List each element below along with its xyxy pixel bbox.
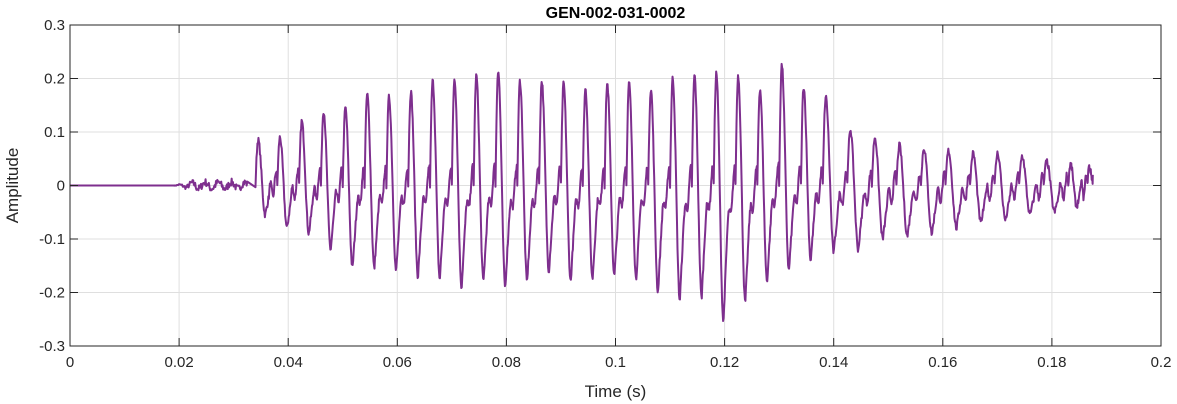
x-tick-label: 0 bbox=[66, 354, 74, 371]
x-tick-label: 0.02 bbox=[164, 354, 193, 371]
axis-ticks bbox=[69, 24, 1162, 347]
x-tick-label: 0.06 bbox=[383, 354, 412, 371]
y-tick-label: -0.3 bbox=[39, 338, 65, 355]
x-tick-label: 0.16 bbox=[928, 354, 957, 371]
x-tick-label: 0.08 bbox=[492, 354, 521, 371]
x-tick-label: 0.2 bbox=[1151, 354, 1172, 371]
chart-title: GEN-002-031-0002 bbox=[546, 5, 686, 22]
x-tick-label: 0.04 bbox=[274, 354, 303, 371]
x-tick-label: 0.18 bbox=[1037, 354, 1066, 371]
y-tick-labels: -0.3 -0.2 -0.1 0 0.1 0.2 0.3 bbox=[39, 17, 65, 355]
y-tick-label: 0.1 bbox=[44, 124, 65, 141]
y-tick-label: 0 bbox=[57, 178, 65, 195]
series-layer bbox=[70, 62, 1094, 323]
y-axis-label: Amplitude bbox=[3, 148, 22, 224]
x-tick-label: 0.12 bbox=[710, 354, 739, 371]
waveform-line bbox=[70, 62, 1094, 323]
x-axis-label: Time (s) bbox=[585, 382, 647, 401]
y-tick-label: -0.1 bbox=[39, 231, 65, 248]
y-tick-label: -0.2 bbox=[39, 285, 65, 302]
y-tick-label: 0.2 bbox=[44, 71, 65, 88]
x-tick-labels: 0 0.02 0.04 0.06 0.08 0.1 0.12 0.14 0.16 0.18 0.2 bbox=[66, 354, 1172, 371]
x-tick-label: 0.14 bbox=[819, 354, 848, 371]
x-tick-label: 0.1 bbox=[605, 354, 626, 371]
y-tick-label: 0.3 bbox=[44, 17, 65, 34]
